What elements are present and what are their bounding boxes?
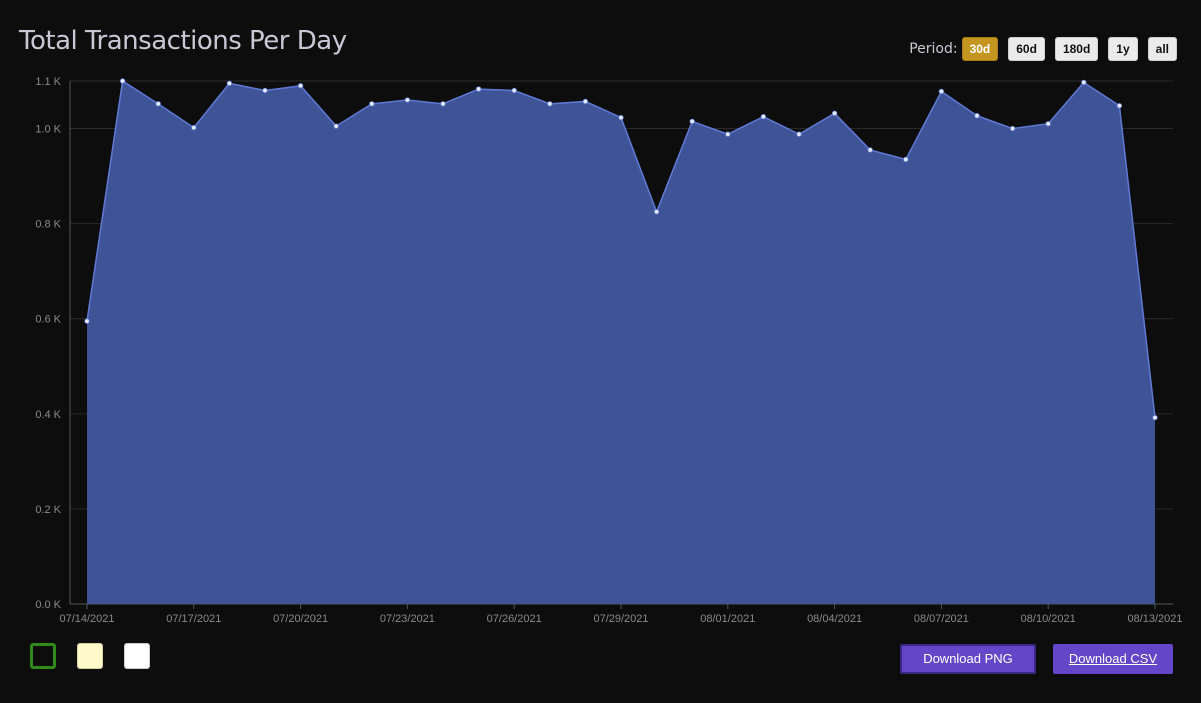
data-point xyxy=(831,110,838,117)
data-point xyxy=(1116,103,1123,109)
y-tick-label: 0.2 K xyxy=(35,504,61,516)
theme-swatches xyxy=(30,643,150,669)
dark-theme-swatch[interactable] xyxy=(30,643,56,669)
x-tick-label: 07/29/2021 xyxy=(593,613,648,625)
period-button-30d[interactable]: 30d xyxy=(961,37,999,61)
data-point xyxy=(1152,414,1158,421)
transactions-area-chart: 0.0 K 0.2 K 0.4 K 0.6 K 0.8 K 1.0 K 1.1 K 07/14… xyxy=(35,76,1182,625)
download-csv-button[interactable]: Download CSV xyxy=(1053,644,1173,674)
period-button-60d[interactable]: 60d xyxy=(1008,37,1045,61)
data-point xyxy=(404,97,411,103)
y-tick-label: 0.0 K xyxy=(35,599,61,611)
data-point xyxy=(369,101,375,107)
y-tick-label: 0.8 K xyxy=(35,219,61,231)
data-point xyxy=(653,209,660,215)
cream-theme-swatch[interactable] xyxy=(77,643,103,669)
data-point xyxy=(582,98,589,105)
period-button-all[interactable]: all xyxy=(1147,37,1177,61)
data-point xyxy=(974,113,980,119)
data-point xyxy=(155,101,161,107)
data-point xyxy=(119,78,126,84)
data-point xyxy=(1081,79,1087,86)
data-point xyxy=(297,83,304,89)
period-button-180d[interactable]: 180d xyxy=(1054,37,1099,61)
x-tick-label: 07/26/2021 xyxy=(487,613,542,625)
white-theme-swatch[interactable] xyxy=(124,643,150,669)
data-point xyxy=(689,118,695,125)
x-tick-label: 08/01/2021 xyxy=(700,613,755,625)
data-point xyxy=(618,114,624,121)
x-tick-label: 08/13/2021 xyxy=(1127,613,1182,625)
period-selector: Period: 30d 60d 180d 1y all xyxy=(909,37,1177,61)
data-point xyxy=(760,113,767,120)
x-tick-label: 07/14/2021 xyxy=(59,613,114,625)
y-tick-label: 1.1 K xyxy=(35,76,61,88)
data-point xyxy=(938,88,945,95)
data-point xyxy=(867,147,873,153)
data-point xyxy=(475,86,482,92)
x-tick-label: 07/17/2021 xyxy=(166,613,221,625)
data-point xyxy=(511,87,517,94)
x-tick-label: 07/23/2021 xyxy=(380,613,435,625)
data-point xyxy=(796,131,802,137)
data-point xyxy=(84,318,90,324)
data-point xyxy=(1045,121,1051,127)
data-point xyxy=(903,156,909,163)
period-button-1y[interactable]: 1y xyxy=(1108,37,1138,61)
series-area xyxy=(87,81,1155,604)
page-title: Total Transactions Per Day xyxy=(19,26,347,56)
data-point xyxy=(191,124,197,131)
data-point xyxy=(226,80,233,87)
y-tick-label: 0.4 K xyxy=(35,409,61,421)
data-point xyxy=(440,101,446,107)
period-label: Period: xyxy=(909,41,958,57)
download-png-button[interactable]: Download PNG xyxy=(900,644,1036,674)
x-tick-label: 08/04/2021 xyxy=(807,613,862,625)
data-point xyxy=(725,131,731,137)
y-tick-label: 0.6 K xyxy=(35,314,61,326)
y-tick-label: 1.0 K xyxy=(35,124,61,136)
x-tick-label: 07/20/2021 xyxy=(273,613,328,625)
data-point xyxy=(333,123,339,129)
x-tick-label: 08/10/2021 xyxy=(1021,613,1076,625)
x-tick-label: 08/07/2021 xyxy=(914,613,969,625)
data-point xyxy=(1009,125,1016,132)
data-point xyxy=(262,87,268,94)
data-point xyxy=(547,101,553,107)
